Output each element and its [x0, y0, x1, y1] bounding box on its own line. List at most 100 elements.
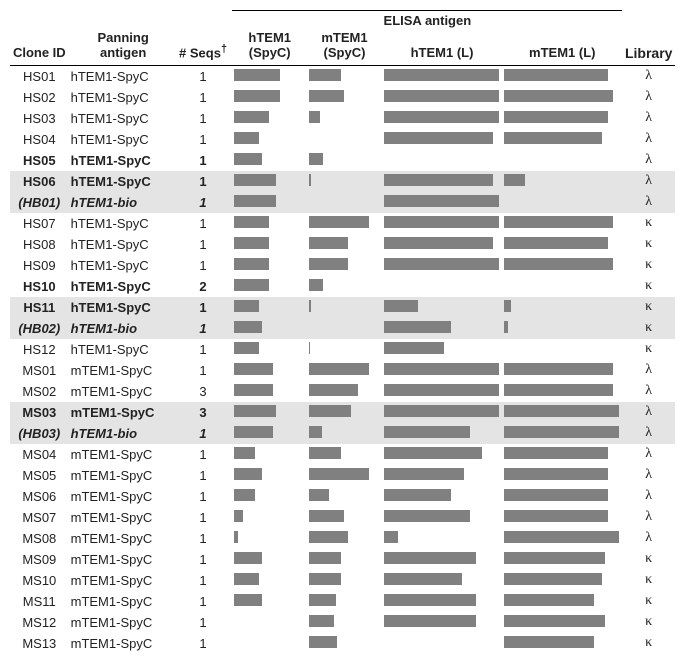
cell-bar-mtem1-spyc — [307, 234, 382, 255]
cell-bar-mtem1-spyc — [307, 549, 382, 570]
cell-seqs: 1 — [174, 234, 233, 255]
table-row: MS11mTEM1-SpyC1κ — [10, 591, 675, 612]
bar — [504, 384, 613, 396]
cell-clone-id: HS12 — [10, 339, 69, 360]
bar — [309, 510, 344, 522]
table-row: MS03mTEM1-SpyC3λ — [10, 402, 675, 423]
cell-bar-mtem1-l — [502, 591, 622, 612]
bar — [504, 363, 613, 375]
cell-clone-id: MS02 — [10, 381, 69, 402]
cell-library: κ — [622, 633, 675, 654]
cell-clone-id: MS07 — [10, 507, 69, 528]
cell-seqs: 1 — [174, 339, 233, 360]
elisa-group-header: ELISA antigen — [232, 11, 622, 31]
col-htem1-l: hTEM1 (L) — [382, 30, 502, 65]
cell-library: κ — [622, 318, 675, 339]
col-mtem1-spyc: mTEM1 (SpyC) — [307, 30, 382, 65]
cell-bar-htem1-l — [382, 465, 502, 486]
table-row: HS11hTEM1-SpyC1κ — [10, 297, 675, 318]
cell-panning: mTEM1-SpyC — [69, 528, 174, 549]
bar — [234, 153, 262, 165]
cell-bar-htem1-spyc — [232, 612, 307, 633]
cell-library: λ — [622, 150, 675, 171]
cell-clone-id: MS01 — [10, 360, 69, 381]
bar — [309, 468, 369, 480]
cell-bar-mtem1-l — [502, 339, 622, 360]
cell-bar-mtem1-spyc — [307, 129, 382, 150]
bar — [234, 279, 269, 291]
bar — [234, 195, 276, 207]
cell-bar-htem1-l — [382, 549, 502, 570]
table-row: MS05mTEM1-SpyC1λ — [10, 465, 675, 486]
cell-panning: hTEM1-SpyC — [69, 297, 174, 318]
cell-clone-id: MS05 — [10, 465, 69, 486]
bar — [384, 531, 398, 543]
cell-bar-mtem1-spyc — [307, 633, 382, 654]
cell-clone-id: MS10 — [10, 570, 69, 591]
cell-seqs: 1 — [174, 87, 233, 108]
cell-bar-mtem1-spyc — [307, 486, 382, 507]
cell-panning: hTEM1-bio — [69, 192, 174, 213]
bar — [234, 237, 269, 249]
cell-clone-id: HS01 — [10, 65, 69, 87]
col-seqs: # Seqs† — [174, 30, 233, 65]
cell-bar-htem1-spyc — [232, 297, 307, 318]
cell-library: κ — [622, 234, 675, 255]
cell-bar-htem1-l — [382, 87, 502, 108]
table-row: HS05hTEM1-SpyC1λ — [10, 150, 675, 171]
cell-panning: hTEM1-SpyC — [69, 234, 174, 255]
bar — [504, 111, 608, 123]
table-row: HS07hTEM1-SpyC1κ — [10, 213, 675, 234]
cell-bar-htem1-l — [382, 486, 502, 507]
cell-panning: mTEM1-SpyC — [69, 633, 174, 654]
bar — [234, 489, 255, 501]
cell-bar-mtem1-l — [502, 171, 622, 192]
col-mtem1-spyc-l1: mTEM1 — [321, 30, 367, 45]
cell-library: λ — [622, 65, 675, 87]
bar — [234, 69, 280, 81]
cell-library: λ — [622, 129, 675, 150]
cell-bar-htem1-l — [382, 297, 502, 318]
cell-bar-htem1-spyc — [232, 381, 307, 402]
cell-panning: mTEM1-SpyC — [69, 591, 174, 612]
bar — [384, 384, 499, 396]
cell-bar-mtem1-l — [502, 255, 622, 276]
cell-bar-htem1-spyc — [232, 402, 307, 423]
cell-bar-mtem1-l — [502, 108, 622, 129]
cell-bar-mtem1-spyc — [307, 255, 382, 276]
cell-bar-htem1-l — [382, 171, 502, 192]
bar — [309, 216, 369, 228]
bar — [309, 237, 348, 249]
cell-panning: hTEM1-SpyC — [69, 65, 174, 87]
cell-bar-htem1-spyc — [232, 192, 307, 213]
cell-bar-mtem1-spyc — [307, 108, 382, 129]
cell-clone-id: HS03 — [10, 108, 69, 129]
cell-seqs: 1 — [174, 360, 233, 381]
bar — [504, 258, 613, 270]
cell-bar-mtem1-l — [502, 570, 622, 591]
cell-bar-htem1-l — [382, 633, 502, 654]
cell-clone-id: MS03 — [10, 402, 69, 423]
cell-seqs: 1 — [174, 444, 233, 465]
bar — [309, 636, 337, 648]
bar — [504, 69, 608, 81]
cell-library: λ — [622, 507, 675, 528]
bar — [504, 174, 525, 186]
cell-bar-htem1-l — [382, 150, 502, 171]
cell-clone-id: MS13 — [10, 633, 69, 654]
cell-bar-mtem1-spyc — [307, 192, 382, 213]
cell-seqs: 1 — [174, 255, 233, 276]
cell-bar-htem1-spyc — [232, 591, 307, 612]
cell-bar-mtem1-l — [502, 192, 622, 213]
cell-library: λ — [622, 192, 675, 213]
cell-clone-id: MS08 — [10, 528, 69, 549]
cell-bar-mtem1-spyc — [307, 507, 382, 528]
cell-seqs: 1 — [174, 486, 233, 507]
cell-library: λ — [622, 444, 675, 465]
bar — [384, 132, 493, 144]
cell-bar-mtem1-l — [502, 150, 622, 171]
cell-bar-mtem1-l — [502, 87, 622, 108]
cell-seqs: 1 — [174, 297, 233, 318]
bar — [234, 258, 269, 270]
cell-bar-htem1-l — [382, 276, 502, 297]
